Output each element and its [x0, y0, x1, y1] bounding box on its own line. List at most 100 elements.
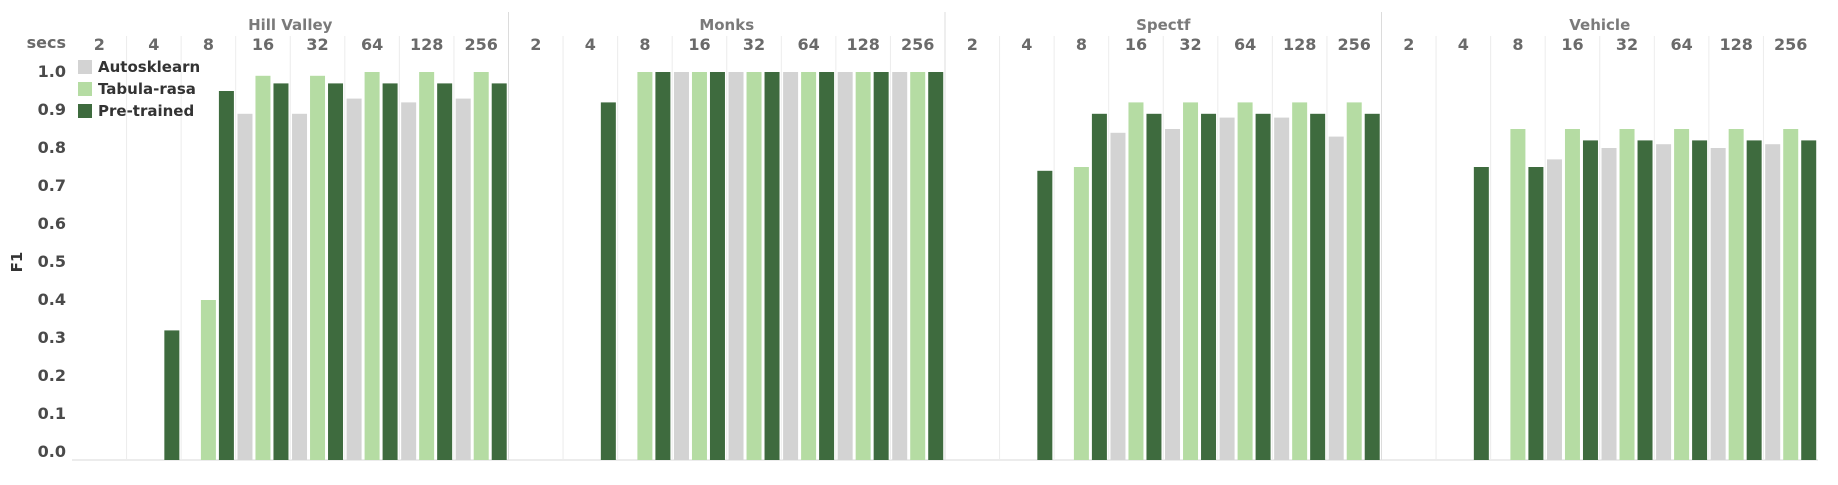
bar-pre-trained: [382, 83, 398, 461]
y-tick-label: 0.2: [38, 366, 66, 385]
bar-autosklearn: [1765, 144, 1781, 460]
bar-autosklearn: [1274, 117, 1290, 460]
bar-autosklearn: [292, 113, 308, 461]
bar-pre-trained: [1801, 140, 1817, 460]
bar-pre-trained: [1037, 170, 1053, 461]
bar-pre-trained: [600, 102, 616, 461]
bar-tabula-rasa: [310, 75, 326, 461]
bar-autosklearn: [401, 102, 417, 461]
bar-autosklearn: [728, 72, 744, 460]
bar-pre-trained: [437, 83, 453, 461]
bar-tabula-rasa: [1346, 102, 1362, 461]
x-tick-label: 8: [1076, 35, 1087, 54]
bar-autosklearn: [1601, 148, 1617, 460]
bar-autosklearn: [1710, 148, 1726, 460]
bar-pre-trained: [1201, 113, 1217, 461]
x-tick-label: 256: [465, 35, 498, 54]
bar-tabula-rasa: [364, 72, 380, 460]
panel-title: Monks: [699, 16, 754, 34]
bar-pre-trained: [1637, 140, 1653, 460]
bar-autosklearn: [1219, 117, 1235, 460]
bar-tabula-rasa: [1237, 102, 1253, 461]
bar-tabula-rasa: [1728, 129, 1744, 460]
legend-swatch: [78, 82, 92, 96]
y-axis-label: F1: [8, 252, 26, 273]
bar-autosklearn: [783, 72, 799, 460]
bar-autosklearn: [837, 72, 853, 460]
y-tick-label: 0.7: [38, 176, 66, 195]
x-tick-label: 32: [306, 35, 328, 54]
x-tick-label: 128: [1719, 35, 1752, 54]
bar-tabula-rasa: [1564, 129, 1580, 460]
y-tick-label: 0.0: [38, 442, 66, 461]
bar-tabula-rasa: [1292, 102, 1308, 461]
bar-autosklearn: [1328, 136, 1344, 460]
bar-tabula-rasa: [1073, 167, 1089, 460]
x-tick-label: 4: [148, 35, 159, 54]
bar-autosklearn: [673, 72, 689, 460]
x-tick-label: 64: [1234, 35, 1256, 54]
bar-autosklearn: [892, 72, 908, 460]
x-tick-label: 2: [530, 35, 541, 54]
bar-pre-trained: [1692, 140, 1708, 460]
y-tick-label: 0.4: [38, 290, 66, 309]
x-tick-label: 2: [967, 35, 978, 54]
legend-swatch: [78, 60, 92, 74]
bar-pre-trained: [164, 330, 180, 460]
bar-pre-trained: [1746, 140, 1762, 460]
bar-tabula-rasa: [1510, 129, 1526, 460]
bar-tabula-rasa: [855, 72, 871, 460]
panel-title: Hill Valley: [248, 16, 333, 34]
x-tick-label: 16: [688, 35, 710, 54]
x-tick-label: 8: [1512, 35, 1523, 54]
legend-label: Tabula-rasa: [98, 80, 196, 98]
legend-label: Pre-trained: [98, 102, 194, 120]
bar-autosklearn: [455, 98, 471, 460]
x-header-label: secs: [27, 33, 66, 52]
x-tick-label: 256: [1774, 35, 1807, 54]
x-tick-label: 32: [1616, 35, 1638, 54]
panel-title: Vehicle: [1569, 16, 1630, 34]
x-tick-label: 16: [1561, 35, 1583, 54]
legend-swatch: [78, 104, 92, 118]
bar-tabula-rasa: [419, 72, 435, 460]
y-tick-label: 0.6: [38, 214, 66, 233]
bar-tabula-rasa: [200, 300, 216, 460]
bar-tabula-rasa: [801, 72, 817, 460]
y-tick-label: 0.3: [38, 328, 66, 347]
bar-autosklearn: [1656, 144, 1672, 460]
bar-pre-trained: [273, 83, 289, 461]
bar-pre-trained: [1146, 113, 1162, 461]
bar-tabula-rasa: [1128, 102, 1144, 461]
bar-pre-trained: [1310, 113, 1326, 461]
bar-tabula-rasa: [1783, 129, 1799, 460]
bar-autosklearn: [346, 98, 362, 460]
bar-tabula-rasa: [691, 72, 707, 460]
bar-tabula-rasa: [910, 72, 926, 460]
x-tick-label: 256: [901, 35, 934, 54]
x-tick-label: 32: [1179, 35, 1201, 54]
y-tick-label: 0.5: [38, 252, 66, 271]
x-tick-label: 64: [797, 35, 819, 54]
bar-pre-trained: [655, 72, 671, 460]
x-tick-label: 8: [203, 35, 214, 54]
x-tick-label: 16: [1125, 35, 1147, 54]
bar-pre-trained: [491, 83, 507, 461]
bar-pre-trained: [764, 72, 780, 460]
y-tick-label: 1.0: [38, 62, 66, 81]
x-tick-label: 4: [1021, 35, 1032, 54]
bar-tabula-rasa: [1674, 129, 1690, 460]
x-tick-label: 256: [1338, 35, 1371, 54]
bar-pre-trained: [1473, 167, 1489, 460]
bar-pre-trained: [328, 83, 344, 461]
bar-pre-trained: [928, 72, 944, 460]
legend-label: Autosklearn: [98, 58, 200, 76]
bar-autosklearn: [1110, 132, 1126, 461]
bar-tabula-rasa: [637, 72, 653, 460]
x-tick-label: 64: [1670, 35, 1692, 54]
bar-autosklearn: [237, 113, 253, 461]
bar-tabula-rasa: [746, 72, 762, 460]
x-tick-label: 2: [94, 35, 105, 54]
bar-tabula-rasa: [1619, 129, 1635, 460]
